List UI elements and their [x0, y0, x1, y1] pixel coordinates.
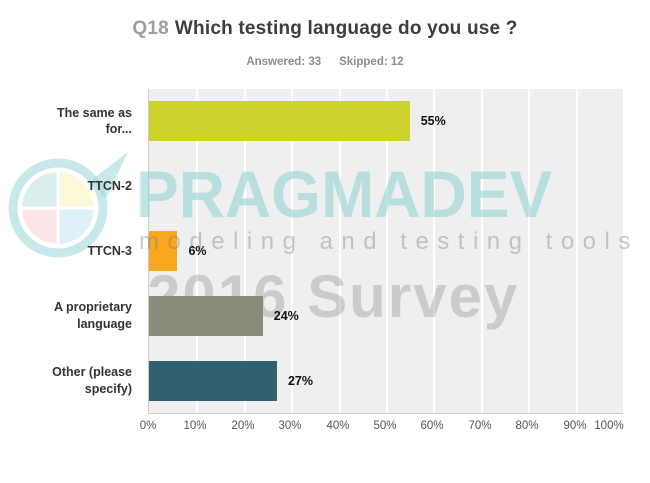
x-tick-label: 20% [231, 420, 255, 432]
category-label: Other (please specify) [52, 364, 132, 396]
question-number: Q18 [132, 18, 169, 39]
page-title: Q18 Which testing language do you use ? [0, 18, 650, 40]
grid-line [528, 89, 530, 413]
bar-5 [149, 360, 277, 401]
watermark-tagline-text: modeling and testing tools [139, 228, 639, 255]
category-label: The same as for... [56, 105, 132, 137]
x-tick-label: 70% [468, 420, 492, 432]
bar-4 [149, 295, 263, 336]
x-tick-label: 60% [420, 420, 444, 432]
grid-line [481, 89, 483, 413]
bar-value-label: 27% [287, 373, 313, 388]
plot-area: 2016 Survey [147, 89, 623, 414]
question-text: Which testing language do you use ? [174, 18, 518, 39]
grid-line [576, 89, 578, 413]
bar-value-label: 6% [188, 244, 207, 258]
grid-line [291, 89, 293, 413]
watermark-brand-text: PRAGMADEV [136, 157, 553, 231]
x-tick-label: 90% [563, 420, 587, 432]
x-tick-label: 10% [183, 420, 207, 432]
bar-value-label: 24% [273, 308, 299, 323]
x-tick-label: 30% [278, 420, 302, 432]
x-tick-label: 0% [139, 420, 157, 432]
category-label: TTCN-2 [87, 178, 132, 193]
bar-3 [149, 231, 178, 271]
category-label: TTCN-3 [87, 243, 132, 258]
x-tick-label: 50% [373, 420, 397, 432]
x-tick-label: 100% [594, 420, 624, 432]
x-tick-label: 80% [515, 420, 539, 432]
grid-line [244, 89, 246, 413]
answered-count: Answered: 33 [246, 56, 322, 68]
x-tick-label: 40% [326, 420, 350, 432]
grid-line [196, 89, 198, 413]
pragmadev-logo-watermark-icon [8, 152, 128, 258]
bar-1 [149, 101, 410, 142]
grid-line [386, 89, 388, 413]
response-stats: Answered: 33 Skipped: 12 [0, 56, 650, 68]
grid-line [433, 89, 435, 413]
bar-value-label: 55% [420, 114, 446, 129]
category-label: A proprietary language [53, 299, 132, 331]
skipped-count: Skipped: 12 [339, 56, 404, 68]
grid-line [339, 89, 341, 413]
